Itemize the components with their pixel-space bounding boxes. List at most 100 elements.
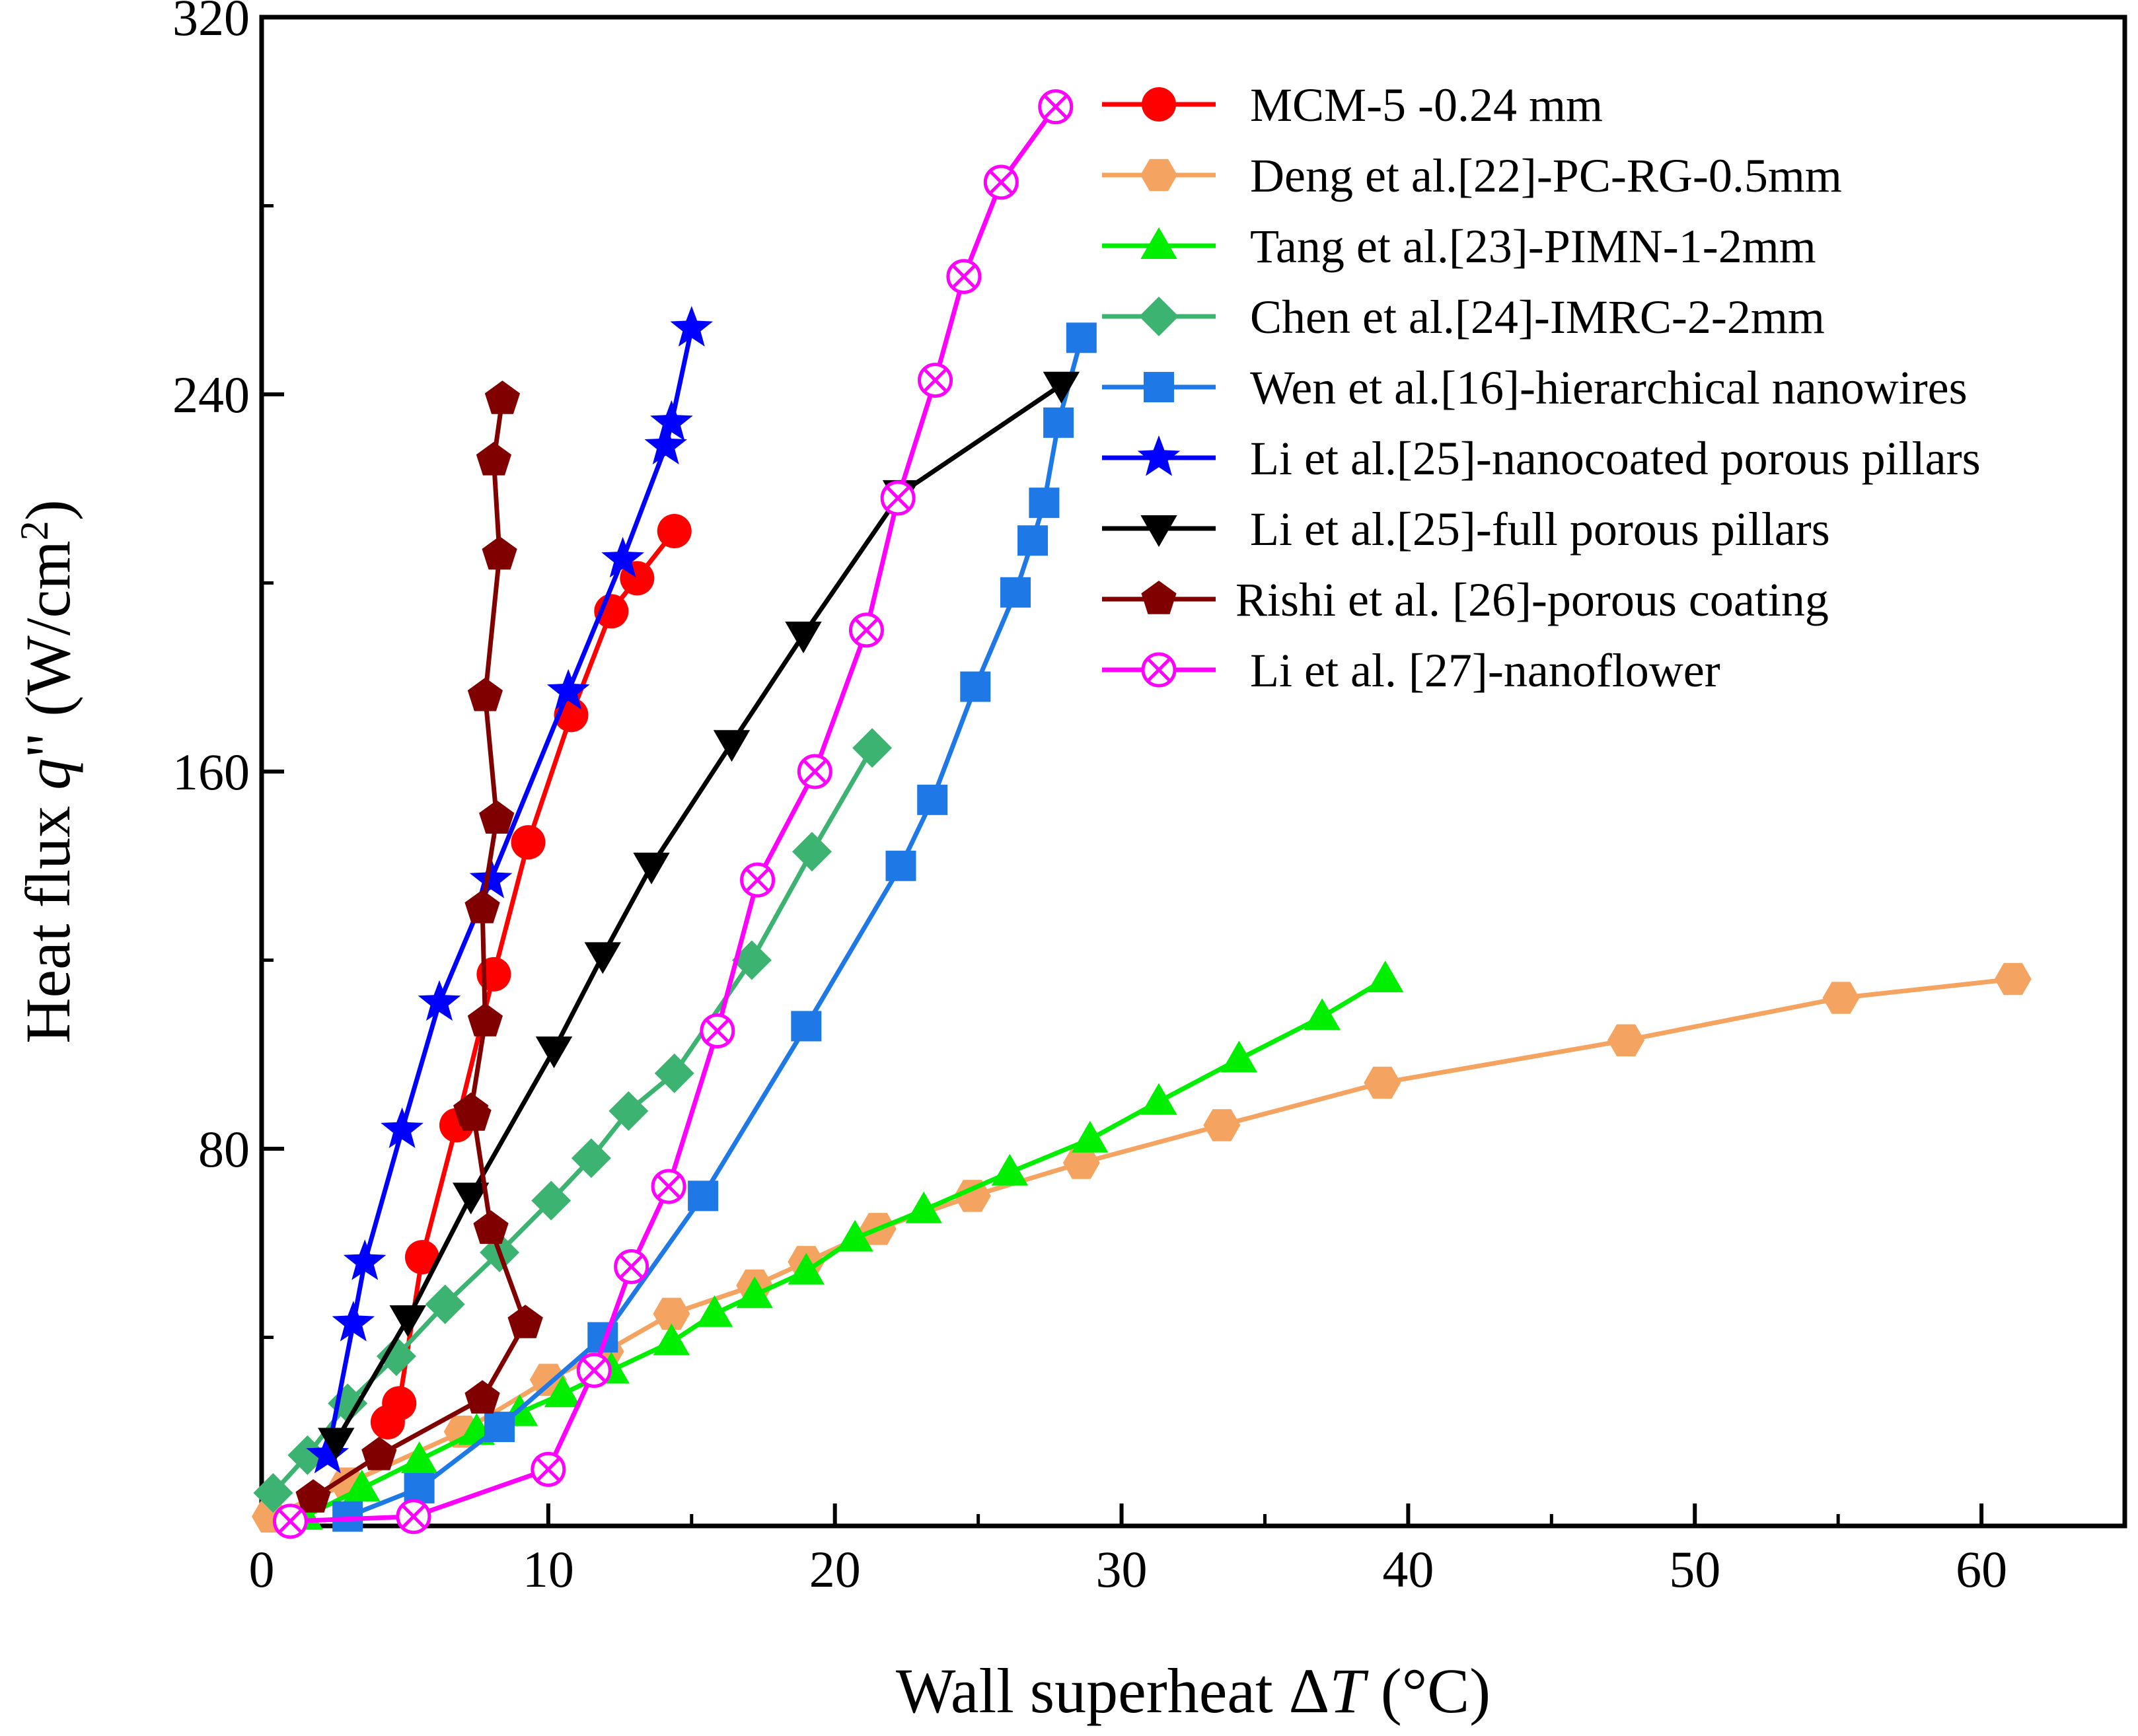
data-point: [797, 754, 832, 789]
legend-marker: [1142, 87, 1176, 122]
series-6: [306, 306, 714, 1474]
series-line-7: [334, 382, 1063, 1443]
legend-label: Deng et al.[22]-PC-RG-0.5mm: [1250, 149, 1842, 202]
data-point: [531, 1451, 566, 1487]
x-axis-title-var: T: [1329, 1655, 1369, 1726]
data-point: [644, 423, 688, 464]
data-point: [848, 612, 884, 648]
data-point: [404, 1240, 439, 1275]
legend-label: MCM-5 -0.24 mm: [1250, 79, 1603, 131]
x-axis-title-suffix: (°C): [1365, 1655, 1491, 1726]
data-point: [960, 671, 991, 702]
data-point: [453, 1092, 489, 1126]
legend-item-1: MCM-5 -0.24 mm: [1102, 79, 1603, 131]
data-point: [507, 1305, 543, 1338]
series-9: [272, 89, 1074, 1539]
data-point: [688, 1180, 719, 1212]
data-point: [654, 1053, 694, 1093]
legend-item-5: Wen et al.[16]-hierarchical nanowires: [1102, 361, 1968, 414]
data-point: [791, 1011, 822, 1042]
series-line-2: [269, 976, 2014, 1519]
legend-label: Tang et al.[23]-PIMN-1-2mm: [1250, 220, 1816, 273]
x-axis-title: Wall superheat ΔT (°C): [896, 1655, 1491, 1726]
legend-marker: [1144, 372, 1174, 402]
data-point: [584, 942, 621, 974]
data-point: [792, 832, 832, 872]
legend-item-8: Rishi et al. [26]-porous coating: [1102, 573, 1829, 626]
legend-marker: [1137, 435, 1181, 476]
series-8: [295, 380, 543, 1513]
y-axis-title-mid: " (W/cm: [13, 540, 83, 758]
data-point: [650, 400, 693, 441]
legend-marker: [1140, 159, 1177, 192]
data-point: [306, 1432, 350, 1474]
data-point: [1364, 1066, 1401, 1099]
data-point: [1072, 1120, 1109, 1153]
series-3: [286, 960, 1404, 1530]
data-point: [653, 1323, 690, 1356]
y-axis-title-prefix: Heat flux: [13, 790, 83, 1044]
y-tick-label-240: 240: [172, 366, 250, 423]
x-tick-label-50: 50: [1669, 1540, 1720, 1598]
legend-label: Li et al. [27]-nanoflower: [1250, 644, 1720, 697]
legend-item-2: Deng et al.[22]-PC-RG-0.5mm: [1102, 149, 1842, 202]
data-point: [332, 1301, 375, 1342]
data-point: [382, 1386, 417, 1421]
data-point: [953, 1180, 991, 1212]
data-point: [657, 513, 692, 548]
data-point: [731, 940, 772, 980]
data-point: [1000, 577, 1031, 608]
data-point: [544, 1375, 581, 1408]
data-point: [633, 852, 670, 885]
data-point: [1043, 407, 1074, 438]
data-point: [1822, 982, 1860, 1014]
y-axis-title: Heat flux q" (W/cm2): [13, 499, 83, 1044]
data-point: [601, 536, 644, 578]
data-point: [1066, 322, 1097, 353]
x-axis-title-delta: Δ: [1289, 1655, 1330, 1726]
legend-label: Wen et al.[16]-hierarchical nanowires: [1250, 361, 1968, 414]
y-axis-title-sup: 2: [13, 521, 56, 540]
data-point: [425, 1284, 465, 1324]
data-point: [361, 1436, 397, 1470]
legend-item-6: Li et al.[25]-nanocoated porous pillars: [1102, 432, 1981, 485]
data-point: [1043, 371, 1080, 404]
y-tick-label-320: 320: [172, 0, 250, 46]
data-point: [467, 677, 503, 711]
x-tick-label-30: 30: [1096, 1540, 1148, 1598]
legend-marker: [1141, 581, 1177, 614]
y-axis: 80 160 240 320: [172, 0, 284, 1339]
data-point: [736, 1276, 773, 1309]
data-point: [546, 669, 590, 710]
x-tick-label-20: 20: [809, 1540, 861, 1598]
data-point: [344, 1469, 381, 1501]
data-point: [1304, 998, 1341, 1031]
data-point: [1367, 960, 1404, 993]
data-point: [318, 1428, 355, 1460]
data-point: [785, 622, 822, 653]
series-line-5: [346, 337, 1084, 1519]
legend-marker: [1141, 652, 1177, 688]
data-point: [653, 1297, 690, 1330]
legend-marker: [1139, 297, 1179, 336]
data-point: [476, 441, 511, 476]
data-point: [1038, 89, 1074, 125]
data-point: [918, 363, 953, 398]
data-point: [511, 825, 546, 860]
data-point: [905, 1191, 942, 1223]
series-2: [252, 962, 2032, 1533]
data-point: [396, 1499, 431, 1535]
data-point: [946, 259, 982, 295]
data-point: [1220, 1040, 1258, 1073]
series-line-4: [271, 746, 875, 1495]
data-point: [531, 1180, 571, 1221]
data-point: [253, 1473, 293, 1513]
data-point: [1140, 1083, 1177, 1115]
legend-label: Rishi et al. [26]-porous coating: [1235, 573, 1829, 626]
series-line-1: [385, 529, 677, 1424]
legend-marker: [1140, 227, 1177, 259]
data-point: [469, 857, 513, 898]
data-point: [295, 1479, 331, 1513]
data-point: [418, 980, 461, 1021]
